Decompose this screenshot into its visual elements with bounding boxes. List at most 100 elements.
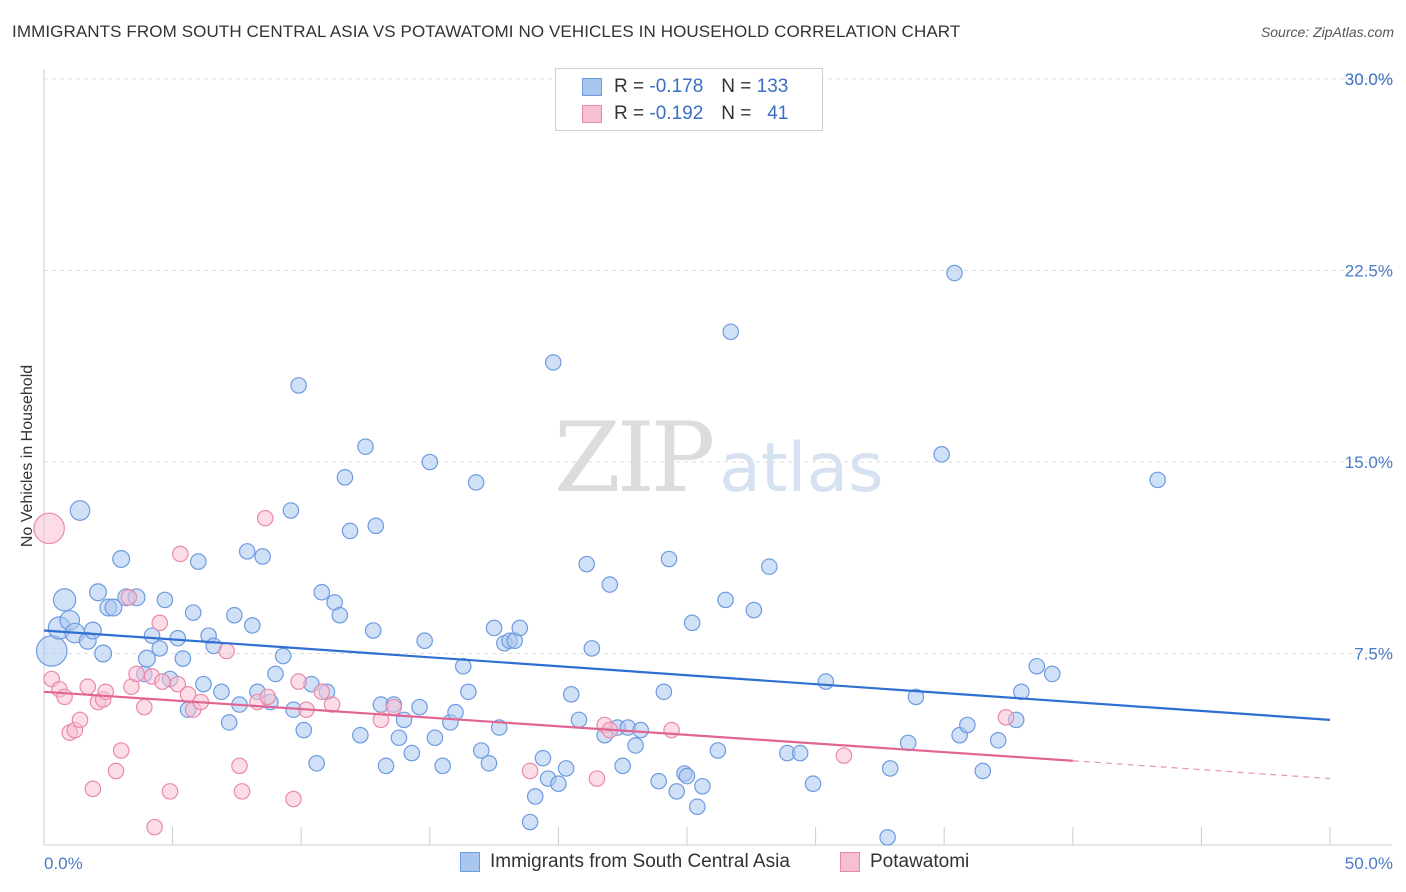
data-point-immigrants — [390, 729, 408, 747]
data-point-immigrants — [578, 555, 595, 573]
data-point-immigrants — [143, 627, 161, 644]
data-point-immigrants — [421, 453, 439, 471]
data-point-immigrants — [678, 767, 696, 785]
data-point-immigrants — [817, 673, 835, 690]
data-point-potawatomi — [372, 711, 390, 729]
data-point-potawatomi — [290, 673, 307, 690]
data-point-potawatomi — [154, 673, 171, 690]
data-point-immigrants — [331, 606, 349, 624]
data-point-immigrants — [184, 604, 202, 621]
data-point-potawatomi — [385, 698, 403, 716]
data-point-immigrants — [104, 598, 123, 617]
data-point-potawatomi — [112, 742, 130, 759]
data-point-potawatomi — [71, 711, 89, 729]
data-point-immigrants — [156, 591, 174, 609]
y-tick-label: 7.5% — [1354, 645, 1393, 664]
data-point-immigrants — [295, 721, 313, 739]
data-point-immigrants — [544, 354, 562, 371]
data-point-immigrants — [290, 377, 307, 394]
data-point-potawatomi — [285, 790, 302, 808]
trend-line-potawatomi — [43, 690, 1073, 762]
data-point-immigrants — [434, 757, 451, 775]
data-point-immigrants — [336, 469, 354, 486]
data-point-immigrants — [933, 446, 950, 463]
data-point-immigrants — [352, 726, 369, 744]
data-point-immigrants — [377, 757, 395, 775]
data-point-immigrants — [226, 606, 243, 624]
legend-row-potawatomi: R = -0.192 N = 41 — [582, 102, 788, 126]
data-point-immigrants — [367, 517, 385, 535]
source-label: Source: ZipAtlas.com — [1260, 24, 1394, 40]
data-point-potawatomi — [151, 614, 169, 632]
data-point-potawatomi — [33, 512, 65, 545]
bottom-legend-potawatomi: Potawatomi — [840, 851, 969, 873]
data-point-immigrants — [989, 732, 1007, 749]
data-point-potawatomi — [663, 721, 680, 739]
data-point-immigrants — [195, 675, 212, 693]
x-tick-label: 0.0% — [44, 854, 83, 873]
legend-r-value: -0.192 — [649, 103, 704, 124]
y-tick-label: 22.5% — [1345, 262, 1393, 281]
watermark-zip: ZIP — [554, 402, 715, 514]
legend-n-label: N = — [721, 76, 752, 97]
data-point-immigrants — [357, 438, 374, 455]
data-point-immigrants — [1043, 665, 1061, 683]
data-point-immigrants — [416, 632, 433, 650]
data-point-immigrants — [614, 757, 631, 775]
data-point-immigrants — [907, 688, 925, 706]
data-point-immigrants — [660, 550, 678, 568]
data-point-potawatomi — [588, 770, 606, 787]
data-point-immigrants — [89, 583, 107, 602]
data-point-immigrants — [213, 683, 230, 701]
data-point-immigrants — [881, 760, 899, 777]
data-point-immigrants — [364, 622, 382, 639]
data-point-immigrants — [688, 798, 706, 815]
data-point-immigrants — [1028, 657, 1046, 675]
data-point-potawatomi — [172, 545, 189, 563]
data-point-immigrants — [480, 754, 498, 772]
data-point-potawatomi — [56, 688, 73, 706]
data-point-immigrants — [238, 543, 256, 560]
x-tick-label: 50.0% — [1345, 854, 1393, 873]
y-tick-label: 30.0% — [1345, 70, 1393, 89]
chart-title: IMMIGRANTS FROM SOUTH CENTRAL ASIA VS PO… — [12, 22, 961, 41]
data-point-immigrants — [151, 640, 169, 657]
legend-n-value: 41 — [767, 103, 789, 124]
watermark-atlas: atlas — [719, 429, 884, 508]
data-point-potawatomi — [120, 589, 138, 606]
trend-line-potawatomi-extension — [1072, 760, 1331, 780]
data-point-immigrants — [534, 749, 552, 767]
data-point-immigrants — [562, 686, 580, 703]
data-point-immigrants — [282, 502, 300, 519]
data-point-potawatomi — [146, 818, 163, 836]
data-point-immigrants — [526, 788, 544, 805]
data-point-potawatomi — [107, 762, 125, 780]
data-point-immigrants — [745, 601, 763, 619]
data-point-immigrants — [460, 683, 477, 701]
bottom-legend-swatch-immigrants — [460, 852, 480, 872]
data-point-immigrants — [717, 591, 734, 609]
trend-line-immigrants — [43, 629, 1331, 721]
data-point-immigrants — [447, 703, 464, 721]
legend-row-immigrants: R = -0.178 N = 133 — [582, 75, 788, 99]
data-point-potawatomi — [259, 688, 277, 706]
bottom-legend-swatch-potawatomi — [840, 852, 860, 872]
data-point-immigrants — [974, 762, 992, 780]
data-point-potawatomi — [161, 783, 179, 800]
data-point-potawatomi — [323, 696, 341, 713]
data-point-immigrants — [35, 635, 68, 667]
data-point-potawatomi — [835, 747, 853, 764]
bottom-legend-label: Immigrants from South Central Asia — [490, 851, 790, 872]
legend-swatch-potawatomi — [582, 105, 602, 123]
data-point-potawatomi — [997, 709, 1015, 726]
data-point-immigrants — [668, 783, 686, 800]
data-point-immigrants — [83, 621, 102, 640]
data-point-immigrants — [169, 629, 187, 647]
data-point-potawatomi — [218, 642, 235, 660]
data-point-immigrants — [403, 744, 421, 762]
data-point-immigrants — [879, 829, 896, 846]
bottom-legend-label: Potawatomi — [870, 851, 970, 872]
data-point-potawatomi — [128, 665, 145, 683]
data-point-immigrants — [485, 619, 503, 637]
